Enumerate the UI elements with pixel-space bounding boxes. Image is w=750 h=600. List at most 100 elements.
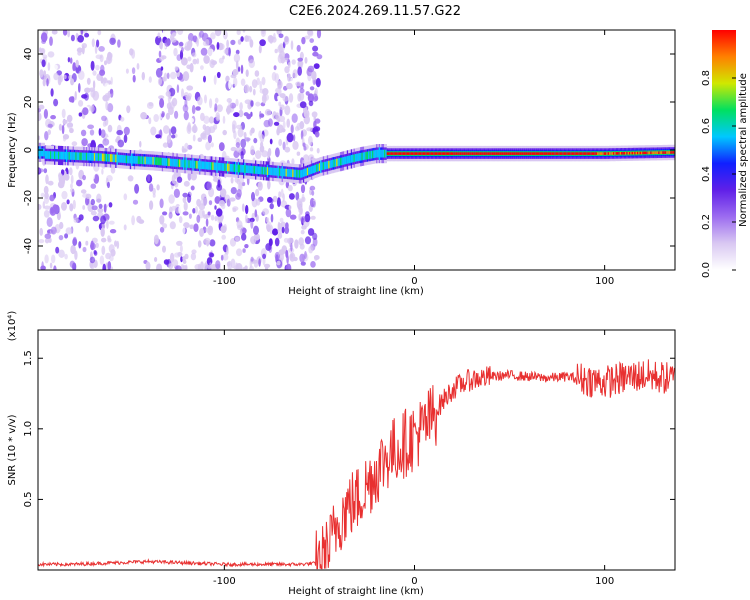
- heatmap-cell: [100, 64, 105, 73]
- heatmap-cell: [259, 39, 266, 47]
- heatmap-ridge-cell: [197, 161, 200, 169]
- heatmap-cell: [229, 197, 236, 202]
- heatmap-cell: [298, 213, 301, 221]
- heatmap-ridge-cell: [467, 152, 470, 155]
- heatmap-cell: [205, 141, 212, 151]
- heatmap-ridge-cell: [398, 152, 401, 155]
- heatmap-cell: [149, 200, 154, 210]
- heatmap-cell: [210, 32, 216, 40]
- heatmap-ridge-cell: [641, 151, 643, 155]
- heatmap-ridge-cell: [410, 152, 413, 155]
- heatmap-cell: [47, 180, 54, 186]
- heatmap-cell: [46, 217, 53, 228]
- heatmap-ridge-cell: [370, 150, 373, 159]
- heatmap-ridge-cell: [360, 152, 362, 161]
- heatmap-ridge-cell: [473, 152, 475, 155]
- heatmap-cell: [123, 193, 128, 201]
- heatmap-ridge-cell: [550, 152, 553, 155]
- heatmap-cell: [166, 72, 170, 80]
- heatmap-cell: [169, 221, 176, 230]
- heatmap-cell: [209, 239, 216, 247]
- heatmap-ridge-cell: [273, 167, 276, 176]
- heatmap-ridge-cell: [603, 152, 606, 155]
- heatmap-ridge-cell: [378, 149, 381, 158]
- heatmap-cell: [132, 199, 139, 205]
- heatmap-cell: [184, 253, 189, 260]
- heatmap-ridge-cell: [93, 153, 96, 161]
- heatmap-ridge-cell: [627, 151, 630, 155]
- heatmap-ridge-cell: [308, 167, 310, 175]
- heatmap-cell: [61, 124, 65, 135]
- heatmap-ridge-cell: [659, 151, 662, 154]
- heatmap-cell: [180, 225, 186, 235]
- heatmap-ridge-cell: [165, 158, 168, 166]
- heatmap-ridge-cell: [623, 152, 626, 155]
- heatmap-ridge-cell: [108, 154, 111, 162]
- heatmap-cell: [304, 251, 307, 259]
- heatmap-cell: [66, 122, 74, 128]
- heatmap-cell: [193, 223, 199, 232]
- heatmap-cell: [267, 150, 270, 159]
- heatmap-cell: [140, 112, 148, 120]
- heatmap-ridge-cell: [169, 158, 172, 167]
- heatmap-ridge-cell: [159, 157, 161, 166]
- heatmap-ridge-cell: [157, 157, 160, 166]
- heatmap-ridge-cell: [486, 152, 489, 155]
- heatmap-ridge-cell: [358, 153, 361, 161]
- heatmap-cell: [275, 112, 279, 121]
- heatmap-cell: [248, 59, 255, 69]
- heatmap-cell: [192, 134, 196, 142]
- heatmap-cell: [183, 111, 189, 121]
- heatmap-ridge-cell: [586, 152, 588, 155]
- heatmap-ridge-cell: [634, 151, 636, 155]
- heatmap-ridge-cell: [642, 151, 644, 155]
- heatmap-cell: [240, 138, 247, 149]
- heatmap-cell: [262, 88, 269, 96]
- heatmap-cell: [176, 84, 180, 93]
- heatmap-ridge-cell: [390, 152, 393, 155]
- heatmap-cell: [39, 69, 44, 78]
- heatmap-cell: [152, 193, 156, 198]
- heatmap-cell: [76, 179, 83, 187]
- heatmap-ridge-cell: [231, 164, 233, 172]
- heatmap-ridge-cell: [225, 163, 228, 172]
- heatmap-ridge-cell: [631, 151, 634, 155]
- heatmap-cell: [213, 176, 218, 183]
- heatmap-cell: [38, 204, 42, 210]
- heatmap-ridge-cell: [530, 152, 533, 155]
- heatmap-cell: [239, 229, 243, 236]
- heatmap-cell: [70, 34, 75, 42]
- heatmap-ridge-cell: [185, 160, 188, 168]
- heatmap-ridge-cell: [503, 152, 506, 155]
- heatmap-cell: [292, 140, 299, 150]
- heatmap-cell: [309, 38, 315, 43]
- heatmap-ridge-cell: [380, 149, 382, 158]
- heatmap-ridge-cell: [594, 152, 596, 155]
- heatmap-cell: [309, 86, 315, 91]
- heatmap-ridge-cell: [224, 163, 226, 172]
- heatmap-cell: [274, 73, 280, 83]
- heatmap-ridge-cell: [658, 151, 660, 154]
- heatmap-cell: [214, 205, 217, 210]
- heatmap-cell: [92, 80, 96, 90]
- heatmap-cell: [232, 69, 239, 76]
- heatmap-cell: [307, 228, 315, 236]
- heatmap-cell: [269, 203, 274, 210]
- heatmap-cell: [254, 70, 260, 77]
- heatmap-ridge-cell: [193, 160, 196, 169]
- heatmap-cell: [308, 246, 314, 254]
- heatmap-cell: [78, 241, 82, 249]
- heatmap-cell: [99, 255, 105, 265]
- heatmap-cell: [230, 177, 234, 184]
- heatmap-ridge-cell: [95, 153, 97, 161]
- heatmap-ridge-cell: [554, 152, 556, 155]
- heatmap-ridge-cell: [332, 159, 334, 168]
- heatmap-cell: [220, 225, 227, 234]
- heatmap-ridge-cell: [365, 151, 367, 160]
- heatmap-cell: [182, 71, 190, 82]
- heatmap-ridge-cell: [361, 152, 363, 161]
- heatmap-ridge-cell: [80, 152, 83, 161]
- heatmap-ridge-cell: [664, 151, 667, 154]
- heatmap-cell: [222, 115, 226, 124]
- heatmap-ridge-cell: [662, 151, 664, 154]
